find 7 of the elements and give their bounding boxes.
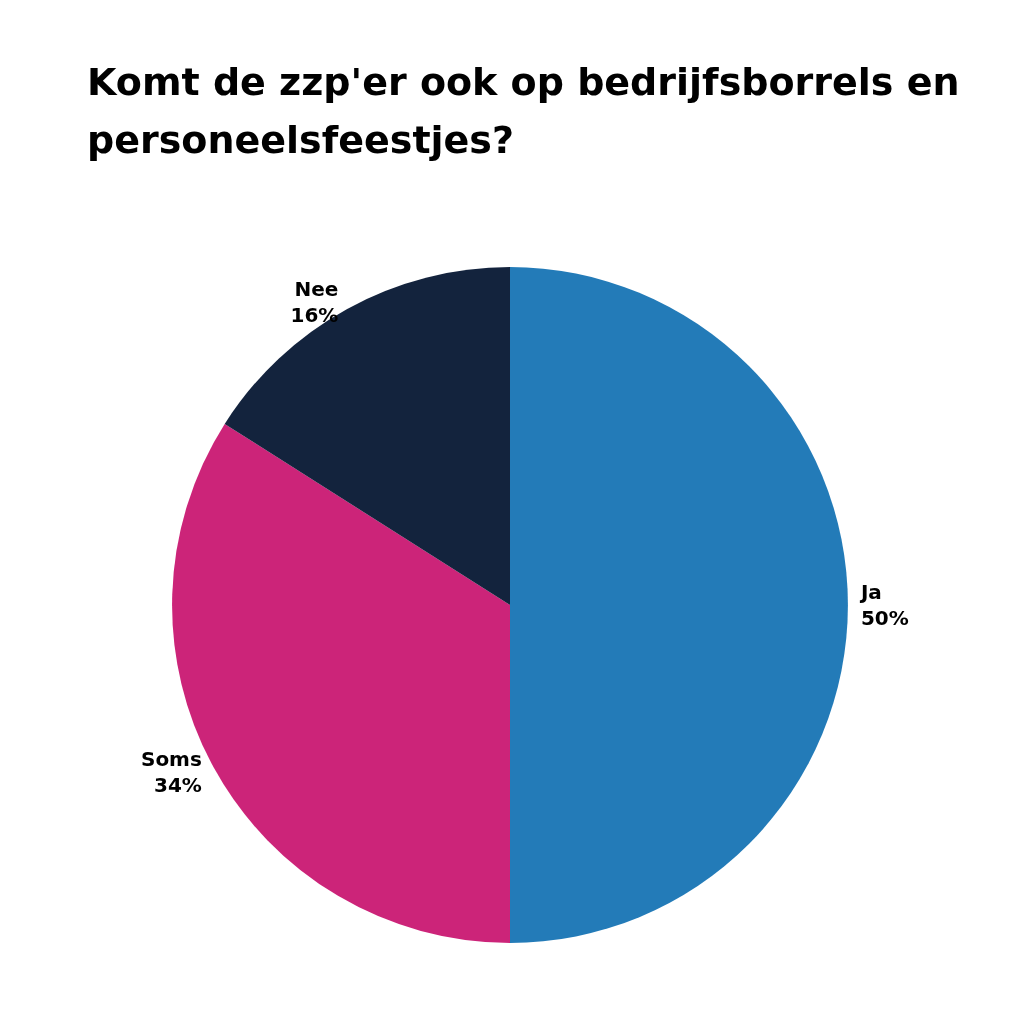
slice-label: Nee: [294, 276, 339, 301]
data-label: 50%: [860, 606, 909, 630]
slice-label: Soms: [140, 746, 202, 771]
slice-label: Ja: [858, 580, 882, 604]
chart-title: Komt de zzp'er ook op bedrijfsborrels en personeelsfeestjes?: [87, 60, 973, 162]
data-label: 16%: [290, 302, 339, 327]
data-label: 34%: [153, 772, 202, 797]
